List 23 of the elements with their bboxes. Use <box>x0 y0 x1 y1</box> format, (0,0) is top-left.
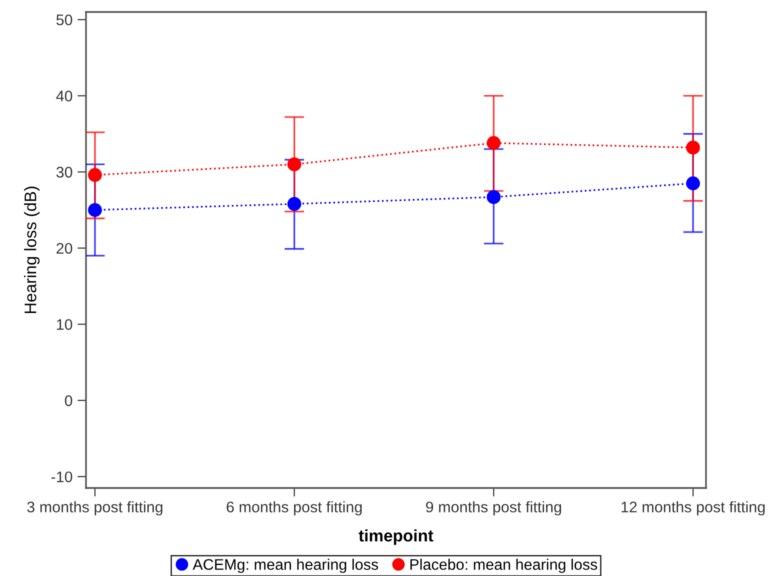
x-tick-label: 3 months post fitting <box>27 501 162 516</box>
point <box>686 176 700 190</box>
legend-label: ACEMg: mean hearing loss <box>192 558 378 573</box>
y-tick-label: 40 <box>56 90 72 102</box>
x-tick-label: 12 months post fitting <box>622 501 765 516</box>
legend-label: Placebo: mean hearing loss <box>410 558 598 573</box>
point <box>287 157 302 172</box>
point <box>686 140 700 155</box>
y-tick-label: 30 <box>56 166 72 178</box>
point <box>88 203 102 217</box>
y-tick-label: 50 <box>56 14 72 26</box>
x-axis-title: timepoint <box>358 529 434 545</box>
point <box>88 168 102 182</box>
point <box>287 196 302 211</box>
x-tick-label: 9 months post fitting <box>426 501 562 516</box>
y-axis-title: Hearing loss (dB) <box>24 186 40 314</box>
y-tick-label: -10 <box>51 471 72 482</box>
point <box>486 190 501 204</box>
y-tick-label: 0 <box>64 395 72 406</box>
y-tick-label: 10 <box>56 319 72 330</box>
point <box>486 136 501 150</box>
x-tick-label: 6 months post fitting <box>226 501 362 516</box>
y-tick-label: 20 <box>56 242 72 254</box>
